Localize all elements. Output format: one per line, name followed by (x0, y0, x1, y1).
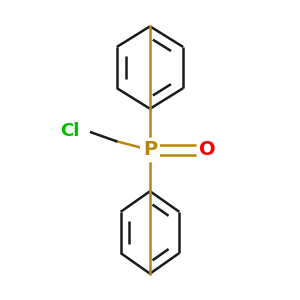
Text: O: O (199, 140, 216, 160)
Text: P: P (143, 140, 157, 160)
Text: Cl: Cl (60, 122, 79, 140)
